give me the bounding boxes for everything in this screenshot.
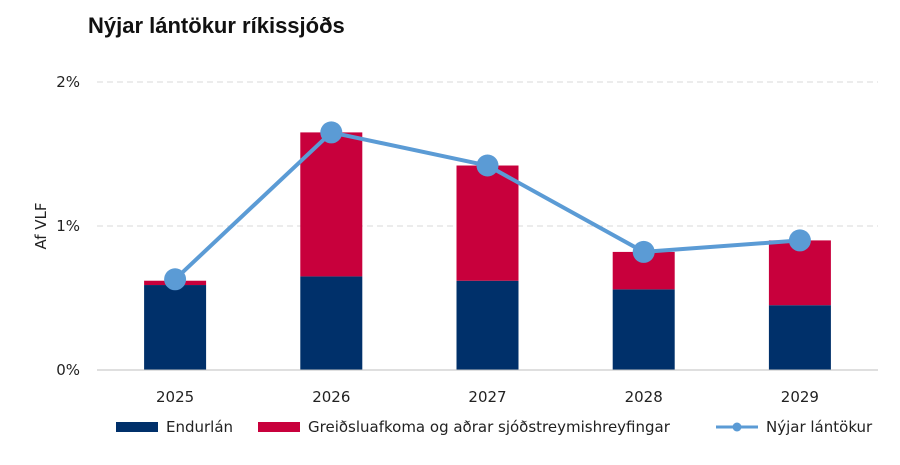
bar-endurlan [456,280,519,370]
axes: 0% 1% 2% Af VLF 2025 2026 2027 2028 2029 [32,73,878,406]
legend-label: Nýjar lántökur [766,418,873,436]
bar-endurlan [768,305,831,370]
legend-swatch-marker [732,422,742,432]
line-point [320,121,343,144]
x-tick-label: 2028 [625,388,663,406]
legend-nyjar-lantokur: Nýjar lántökur [716,418,873,436]
chart-title: Nýjar lántökur ríkissjóðs [88,13,345,38]
y-tick-label: 1% [56,217,80,235]
x-tick-label: 2025 [156,388,194,406]
legend-greidsluafkoma: Greiðsluafkoma og aðrar sjóðstreymishrey… [258,418,671,436]
bar-endurlan [300,276,363,370]
y-axis-label: Af VLF [32,202,50,249]
line-series [164,121,811,291]
bar-greidsluafkoma [300,132,363,277]
bar-greidsluafkoma [456,165,519,281]
bars [144,132,831,370]
x-tick-label: 2029 [781,388,819,406]
line-point [632,240,655,263]
bar-endurlan [612,289,675,370]
bar-endurlan [144,285,207,370]
y-tick-label: 2% [56,73,80,91]
legend-swatch [258,422,300,432]
legend-endurlan: Endurlán [116,418,233,436]
y-tick-label: 0% [56,361,80,379]
line-point [164,268,187,291]
x-tick-label: 2026 [312,388,350,406]
legend-swatch [116,422,158,432]
legend-label: Endurlán [166,418,233,436]
legend-label: Greiðsluafkoma og aðrar sjóðstreymishrey… [308,418,671,436]
x-tick-label: 2027 [468,388,506,406]
line-point [476,154,499,177]
line-point [788,229,811,252]
legend: Endurlán Greiðsluafkoma og aðrar sjóðstre… [116,418,873,436]
